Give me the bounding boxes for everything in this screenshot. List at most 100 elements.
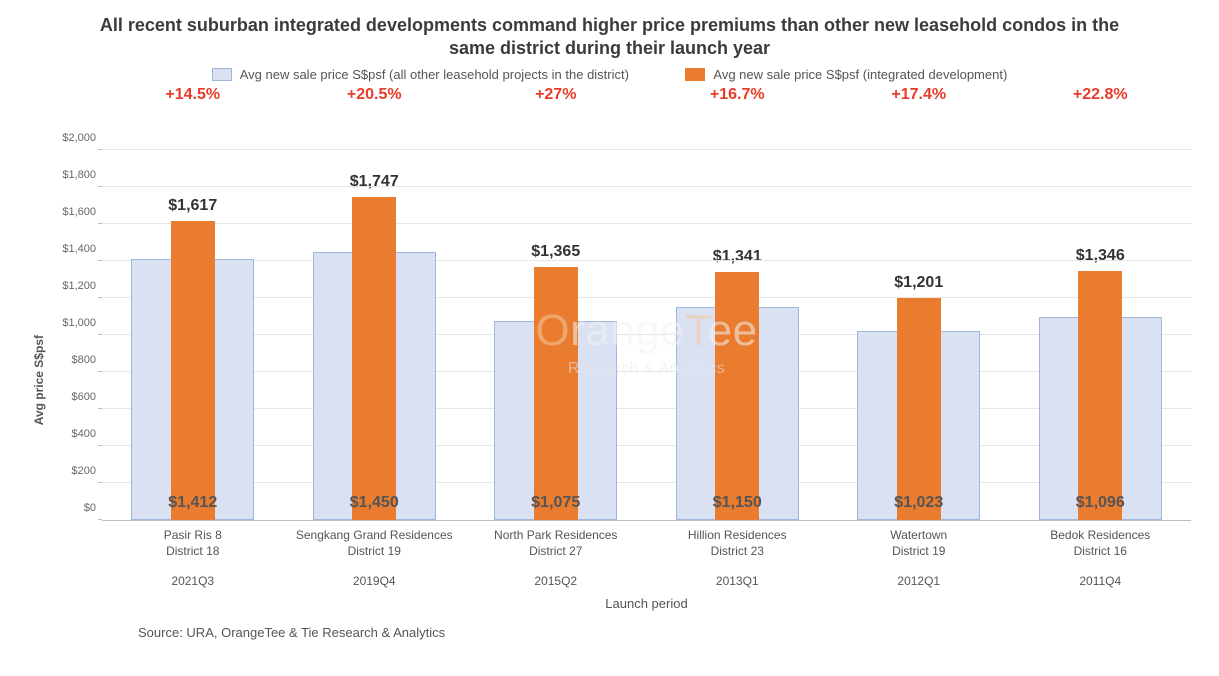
x-tick-name: Hillion Residences [647, 527, 829, 543]
x-tick: Bedok ResidencesDistrict 16 2011Q4 [1010, 521, 1192, 590]
ytick-label: $1,000 [46, 317, 96, 329]
value-label-integrated: $1,341 [647, 248, 829, 266]
gridline [102, 334, 1191, 335]
x-tick-district: District 19 [828, 543, 1010, 559]
value-label-other-leasehold: $1,412 [102, 494, 284, 512]
ytick-mark [98, 260, 102, 261]
gridline [102, 371, 1191, 372]
premium-label: +16.7% [647, 86, 829, 104]
y-axis-label: Avg price S$psf [28, 335, 46, 425]
x-tick-district: District 16 [1010, 543, 1192, 559]
x-tick-name: Sengkang Grand Residences [284, 527, 466, 543]
gridline [102, 482, 1191, 483]
ytick-label: $1,200 [46, 280, 96, 292]
legend-swatch-2 [685, 68, 705, 81]
x-tick-period: 2015Q2 [465, 573, 647, 589]
x-tick: Hillion ResidencesDistrict 23 2013Q1 [647, 521, 829, 590]
x-tick-district: District 27 [465, 543, 647, 559]
x-tick-name: Watertown [828, 527, 1010, 543]
gridline [102, 186, 1191, 187]
ytick-mark [98, 371, 102, 372]
premium-label: +20.5% [284, 86, 466, 104]
value-label-integrated: $1,617 [102, 197, 284, 215]
gridline [102, 223, 1191, 224]
legend-label-2: Avg new sale price S$psf (integrated dev… [713, 67, 1007, 82]
x-tick-district: District 18 [102, 543, 284, 559]
x-tick-name: North Park Residences [465, 527, 647, 543]
ytick-label: $0 [46, 502, 96, 514]
source-text: Source: URA, OrangeTee & Tie Research & … [138, 625, 1191, 640]
bar-integrated [715, 272, 759, 520]
x-tick-period: 2019Q4 [284, 573, 466, 589]
x-tick-district: District 19 [284, 543, 466, 559]
gridline [102, 445, 1191, 446]
ytick-label: $200 [46, 465, 96, 477]
ytick-label: $400 [46, 428, 96, 440]
x-tick: Pasir Ris 8District 18 2021Q3 [102, 521, 284, 590]
value-label-other-leasehold: $1,096 [1010, 494, 1192, 512]
premium-label: +14.5% [102, 86, 284, 104]
legend-swatch-1 [212, 68, 232, 81]
legend: Avg new sale price S$psf (all other leas… [28, 67, 1191, 86]
legend-label-1: Avg new sale price S$psf (all other leas… [240, 67, 629, 82]
gridline [102, 297, 1191, 298]
bar-group: +27%$1,365$1,075 [465, 150, 647, 520]
value-label-other-leasehold: $1,075 [465, 494, 647, 512]
ytick-label: $1,800 [46, 169, 96, 181]
value-label-other-leasehold: $1,023 [828, 494, 1010, 512]
bar-integrated [1078, 271, 1122, 520]
plot-area: OrangeTee Research & Analytics +14.5%$1,… [102, 150, 1191, 521]
x-tick-period: 2021Q3 [102, 573, 284, 589]
ytick-label: $600 [46, 391, 96, 403]
ytick-label: $2,000 [46, 132, 96, 144]
bar-integrated [352, 197, 396, 520]
ytick-mark [98, 519, 102, 520]
x-tick-name: Pasir Ris 8 [102, 527, 284, 543]
ytick-mark [98, 223, 102, 224]
chart-title: All recent suburban integrated developme… [90, 14, 1130, 59]
ytick-mark [98, 408, 102, 409]
ytick-mark [98, 297, 102, 298]
premium-label: +17.4% [828, 86, 1010, 104]
bar-integrated [897, 298, 941, 520]
ytick-label: $1,600 [46, 206, 96, 218]
premium-label: +27% [465, 86, 647, 104]
bar-integrated [171, 221, 215, 520]
ytick-mark [98, 186, 102, 187]
value-label-integrated: $1,346 [1010, 247, 1192, 265]
ytick-label: $1,400 [46, 243, 96, 255]
legend-item-other-leasehold: Avg new sale price S$psf (all other leas… [212, 67, 629, 82]
value-label-integrated: $1,365 [465, 243, 647, 261]
legend-item-integrated: Avg new sale price S$psf (integrated dev… [685, 67, 1007, 82]
ytick-label: $800 [46, 354, 96, 366]
bar-groups: +14.5%$1,617$1,412+20.5%$1,747$1,450+27%… [102, 150, 1191, 520]
ytick-mark [98, 482, 102, 483]
x-tick-period: 2013Q1 [647, 573, 829, 589]
x-tick-period: 2011Q4 [1010, 573, 1192, 589]
bar-group: +14.5%$1,617$1,412 [102, 150, 284, 520]
chart-container: All recent suburban integrated developme… [0, 0, 1219, 676]
plot: OrangeTee Research & Analytics +14.5%$1,… [46, 150, 1191, 611]
bar-group: +20.5%$1,747$1,450 [284, 150, 466, 520]
plot-outer: Avg price S$psf OrangeTee Research & Ana… [28, 150, 1191, 611]
bar-group: +17.4%$1,201$1,023 [828, 150, 1010, 520]
value-label-other-leasehold: $1,450 [284, 494, 466, 512]
x-axis: Pasir Ris 8District 182021Q3Sengkang Gra… [102, 521, 1191, 590]
x-tick: North Park ResidencesDistrict 27 2015Q2 [465, 521, 647, 590]
ytick-mark [98, 334, 102, 335]
bar-group: +16.7%$1,341$1,150 [647, 150, 829, 520]
value-label-other-leasehold: $1,150 [647, 494, 829, 512]
bar-integrated [534, 267, 578, 520]
value-label-integrated: $1,201 [828, 274, 1010, 292]
x-tick-name: Bedok Residences [1010, 527, 1192, 543]
x-tick-district: District 23 [647, 543, 829, 559]
value-label-integrated: $1,747 [284, 173, 466, 191]
gridline [102, 408, 1191, 409]
gridline [102, 260, 1191, 261]
gridline [102, 149, 1191, 150]
bar-group: +22.8%$1,346$1,096 [1010, 150, 1192, 520]
premium-label: +22.8% [1010, 86, 1192, 104]
x-axis-label: Launch period [102, 596, 1191, 611]
x-tick: Sengkang Grand ResidencesDistrict 19 2019… [284, 521, 466, 590]
x-tick: WatertownDistrict 192012Q1 [828, 521, 1010, 590]
